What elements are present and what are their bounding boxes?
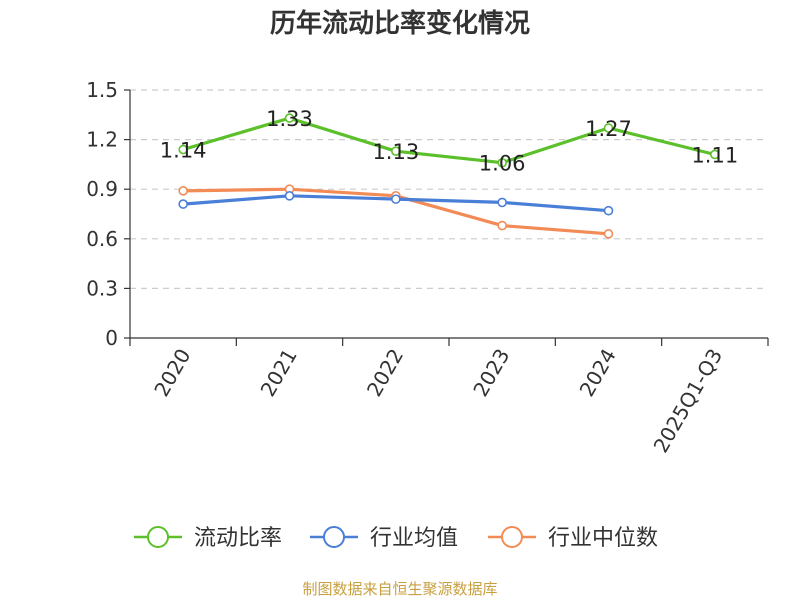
x-tick-label: 2023 — [468, 344, 514, 400]
data-point[interactable] — [603, 205, 614, 216]
y-tick-label: 0.6 — [86, 227, 118, 251]
data-point[interactable] — [710, 149, 720, 160]
legend-item-2[interactable]: 行业中位数 — [488, 526, 658, 551]
y-tick-label: 1.5 — [86, 78, 118, 102]
y-tick-label: 0.3 — [86, 276, 118, 300]
data-label: 1.13 — [372, 140, 419, 164]
data-point[interactable] — [603, 229, 614, 239]
y-tick-label: 1.2 — [86, 128, 118, 152]
series-layer — [178, 113, 720, 239]
x-tick-label: 2021 — [256, 345, 302, 401]
legend-marker — [147, 526, 169, 548]
data-point[interactable] — [391, 146, 401, 156]
data-point[interactable] — [284, 191, 295, 201]
x-tick-label: 2024 — [575, 345, 621, 401]
data-point[interactable] — [178, 144, 188, 155]
data-point[interactable] — [178, 199, 188, 209]
series-line-0 — [182, 116, 716, 165]
legend[interactable]: 流动比率 行业均值 行业中位数 — [134, 526, 658, 551]
data-label: 1.27 — [585, 117, 632, 141]
y-tick-label: 0.9 — [86, 177, 118, 201]
legend-item-1[interactable]: 行业均值 — [310, 526, 458, 551]
data-point[interactable] — [284, 113, 295, 123]
axes: 0 0.3 0.6 0.9 1.2 1.5 2020 2021 2022 2023 2024 2025… — [86, 78, 769, 457]
data-label: 1.06 — [479, 152, 526, 176]
data-label: 1.14 — [160, 139, 207, 163]
x-tick-label: 2020 — [149, 345, 195, 401]
legend-marker — [501, 526, 523, 548]
data-point[interactable] — [603, 123, 614, 133]
legend-label: 行业均值 — [370, 526, 458, 551]
legend-label: 流动比率 — [194, 526, 282, 551]
data-point[interactable] — [391, 194, 401, 204]
legend-item-0[interactable]: 流动比率 — [134, 526, 282, 551]
data-point[interactable] — [497, 220, 507, 231]
data-label: 1.33 — [266, 107, 313, 131]
data-labels: 1.14 1.33 1.13 1.06 1.27 1.11 — [160, 107, 738, 176]
data-label: 1.11 — [691, 143, 738, 167]
y-tick-label: 0 — [105, 326, 118, 350]
data-point[interactable] — [497, 157, 507, 168]
data-point[interactable] — [497, 197, 507, 208]
grid — [130, 89, 768, 289]
x-tick-label: 2025Q1-Q3 — [648, 345, 727, 457]
chart-title: 历年流动比率变化情况 — [270, 8, 530, 39]
data-point[interactable] — [178, 186, 188, 196]
source-footer: 制图数据来自恒生聚源数据库 — [302, 580, 497, 598]
legend-marker — [323, 526, 345, 548]
legend-label: 行业中位数 — [548, 526, 658, 551]
x-tick-label: 2022 — [362, 345, 408, 401]
